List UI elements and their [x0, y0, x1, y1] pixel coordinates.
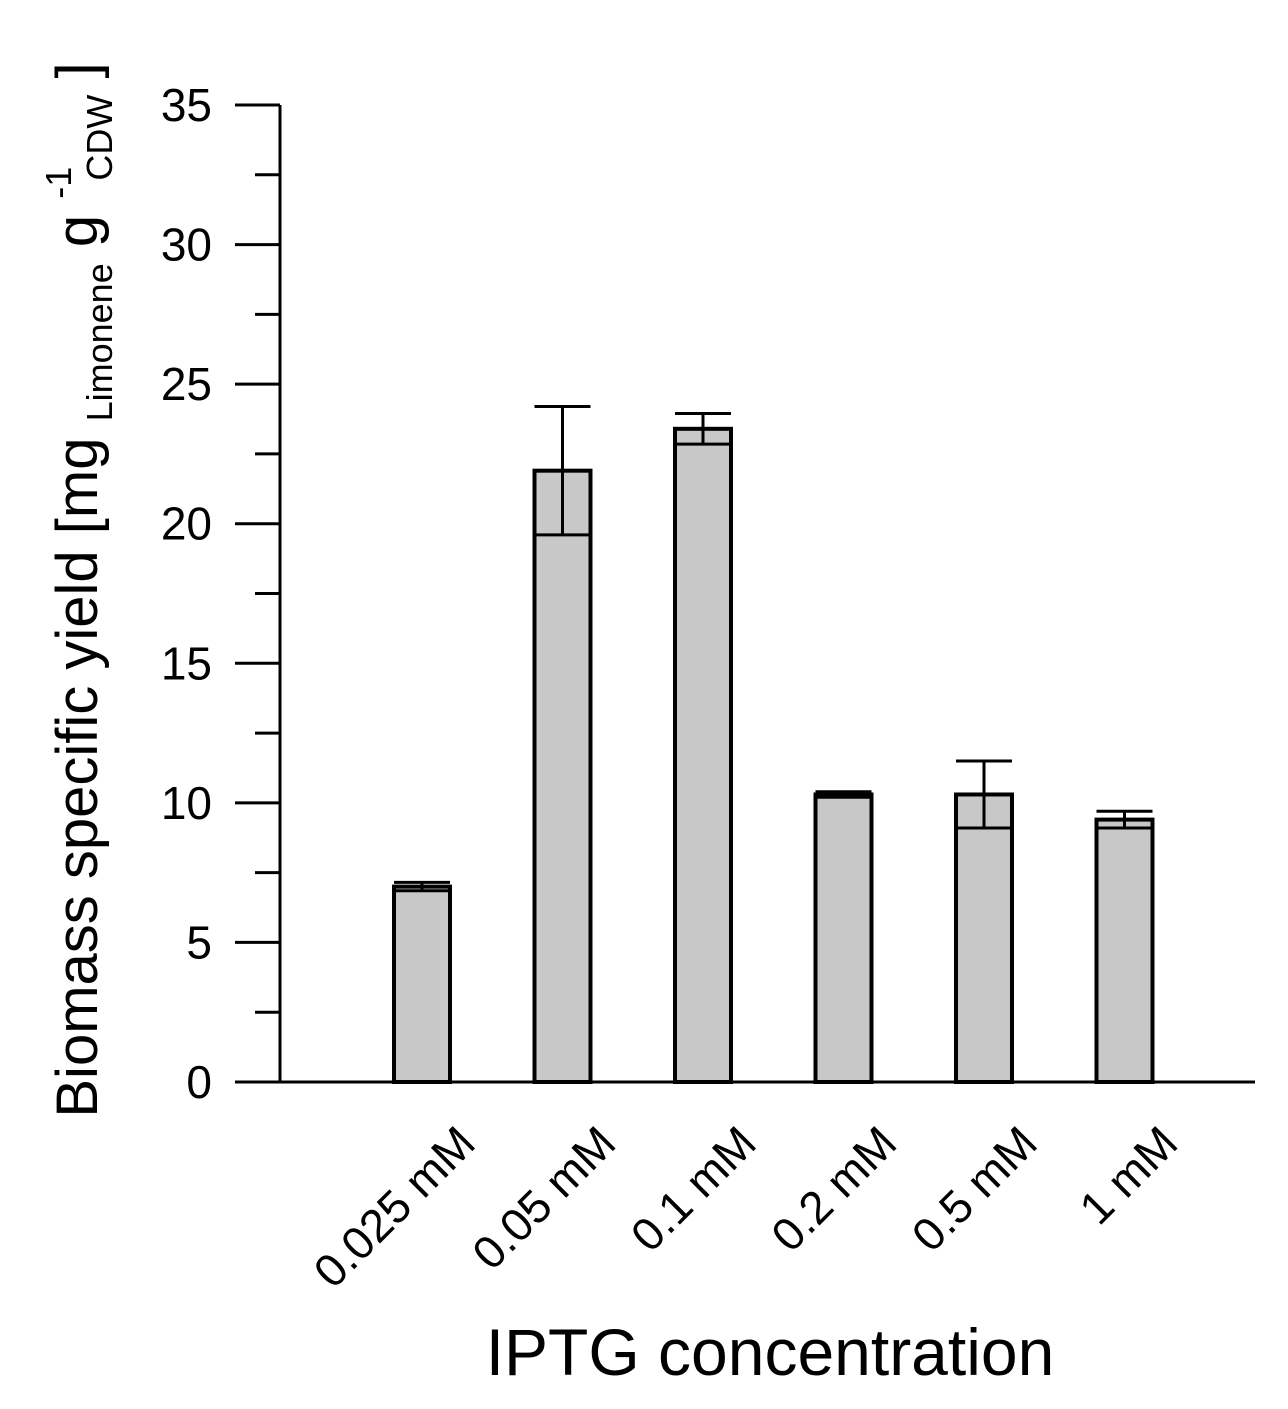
bar: [813, 792, 874, 1084]
y-axis-title-close-bracket: ]: [45, 62, 110, 78]
y-axis-title: Biomass specific yield [mg Limonene g -1…: [19, 62, 125, 1117]
y-tick-label: 35: [161, 79, 212, 131]
y-tick-label: 15: [161, 637, 212, 689]
error-bars: [394, 404, 1153, 893]
y-tick-label: 30: [161, 219, 212, 271]
y-axis-ticks: 0 5 10 15 20 25 30 35: [161, 79, 280, 1108]
x-axis-tick-labels: 0.025 mM0.05 mM0.1 mM0.2 mM0.5 mM 1 mM: [303, 1116, 1187, 1297]
bar: [532, 468, 593, 1085]
x-tick-label: 0.5 mM: [902, 1116, 1047, 1261]
y-axis-title-superscript: -1: [38, 167, 79, 199]
y-axis-title-subscript-cdw: CDW: [79, 95, 120, 181]
x-axis-title: IPTG concentration: [486, 1315, 1055, 1389]
y-tick-label: 10: [161, 777, 212, 829]
y-tick-label: 0: [186, 1056, 212, 1108]
x-tick-label: 0.05 mM: [462, 1116, 625, 1279]
y-tick-label: 20: [161, 498, 212, 550]
x-tick-label: 0.1 mM: [621, 1116, 766, 1261]
bar: [1094, 817, 1155, 1084]
bar: [954, 792, 1014, 1084]
bar: [392, 884, 452, 1084]
bar: [673, 426, 733, 1084]
y-tick-label: 5: [186, 916, 212, 968]
x-tick-label: 1 mM: [1069, 1116, 1187, 1234]
y-axis-title-subscript-limonene: Limonene: [79, 263, 120, 421]
x-tick-label: 0.025 mM: [303, 1116, 484, 1297]
x-tick-label: 0.2 mM: [761, 1116, 906, 1261]
y-axis-title-unit-g: g: [45, 215, 110, 247]
y-axis-title-main: Biomass specific yield [mg: [45, 438, 110, 1118]
y-tick-label: 25: [161, 358, 212, 410]
bars: [392, 426, 1155, 1085]
